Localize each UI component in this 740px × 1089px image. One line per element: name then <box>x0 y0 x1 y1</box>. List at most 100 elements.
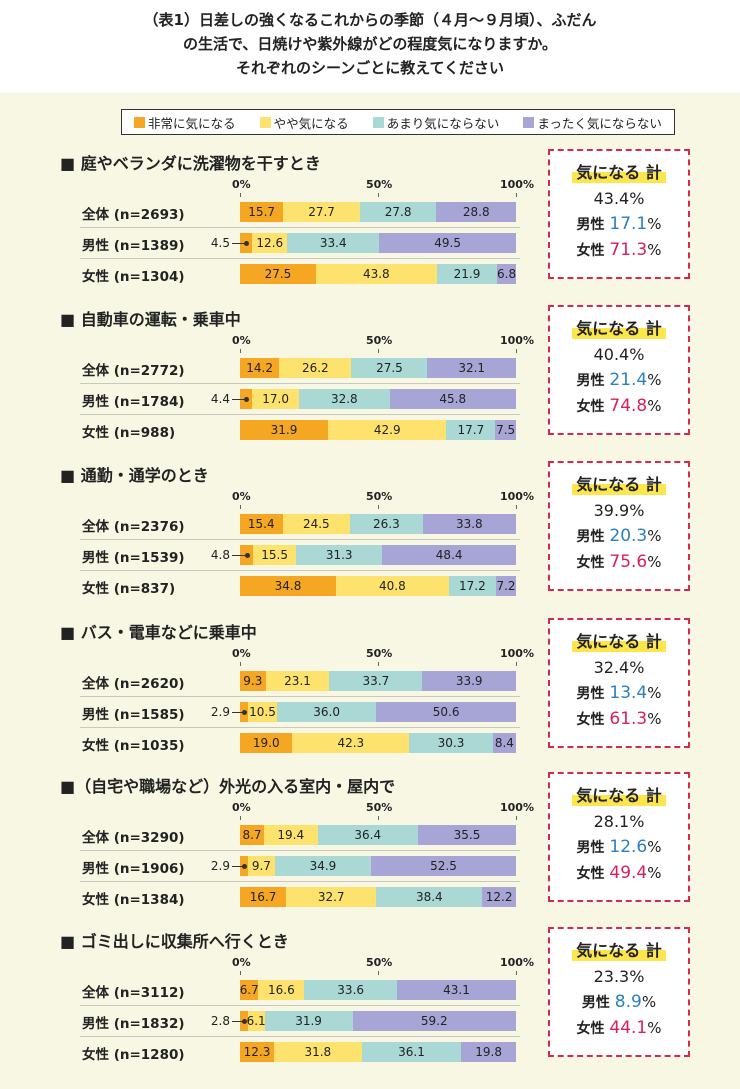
bar-segment: 31.8 <box>273 1042 362 1062</box>
bar-segment: 12.3 <box>240 1042 274 1062</box>
stacked-bar: 15.4 24.5 26.3 33.8 <box>240 514 516 534</box>
title-line-3: それぞれのシーンごとに教えてください <box>235 59 505 77</box>
bar-segment: 34.8 <box>240 576 337 596</box>
summary-male: 男性 21.4% <box>576 370 662 390</box>
stacked-bar: 16.7 32.7 38.4 12.2 <box>240 887 516 907</box>
legend-label: 非常に気になる <box>148 115 236 131</box>
grid-line <box>378 816 379 820</box>
stacked-bar: 9.3 23.1 33.7 33.9 <box>240 671 516 691</box>
bar-segment: 15.5 <box>253 545 296 565</box>
row-label: 女性 (n=837) <box>82 581 176 597</box>
bar-segment: 26.3 <box>350 514 423 534</box>
stacked-bar: 34.8 40.8 17.2 7.2 <box>240 576 516 596</box>
tick-label: 50% <box>366 334 393 347</box>
legend-swatch <box>134 116 146 128</box>
bar-segment: 42.9 <box>328 420 447 440</box>
row-label: 全体 (n=2376) <box>82 519 185 535</box>
summary-female: 女性 75.6% <box>576 552 662 572</box>
bar-segment: 36.0 <box>276 702 377 722</box>
summary-total: 32.4% <box>593 658 645 677</box>
stacked-bar: 19.0 42.3 30.3 8.4 <box>240 733 516 753</box>
bar-segment: 49.5 <box>379 233 516 253</box>
legend-item-somewhat: やや気になる <box>259 113 349 132</box>
bar-segment: 26.2 <box>279 358 352 378</box>
row-label: 女性 (n=1035) <box>82 738 185 754</box>
summary-box: 気になる 計 23.3% 男性 8.9% 女性 44.1% <box>548 927 690 1057</box>
summary-header: 気になる 計 <box>572 628 666 652</box>
summary-total: 39.9% <box>593 501 645 520</box>
grid-line <box>516 193 517 197</box>
bar-segment: 33.7 <box>329 671 423 691</box>
bar-segment: 59.2 <box>352 1011 516 1031</box>
summary-female: 女性 74.8% <box>576 396 662 416</box>
bar-segment: 6.1 <box>247 1011 266 1031</box>
row-divider <box>80 570 520 571</box>
bar-segment: 7.5 <box>495 420 516 440</box>
section-title: ■ バス・電車などに乗車中 <box>60 623 257 642</box>
bar-segment: 21.9 <box>436 264 498 284</box>
bar-segment: 40.8 <box>336 576 449 596</box>
grid-line <box>240 816 241 820</box>
summary-box: 気になる 計 40.4% 男性 21.4% 女性 74.8% <box>548 305 690 435</box>
stacked-bar: 6.7 16.6 33.6 43.1 <box>240 980 516 1000</box>
bar-segment: 33.6 <box>304 980 398 1000</box>
row-divider <box>80 414 520 415</box>
bar-segment: 32.7 <box>286 887 377 907</box>
grid-line <box>516 816 517 820</box>
bar-segment: 8.4 <box>492 733 516 753</box>
tick-label: 100% <box>500 490 534 503</box>
tick-label: 0% <box>232 334 251 347</box>
bar-segment: 33.4 <box>287 233 380 253</box>
value-pointer <box>232 864 247 869</box>
grid-line <box>516 505 517 509</box>
legend-swatch <box>523 116 535 128</box>
legend-item-not-much: あまり気にならない <box>372 113 500 132</box>
legend-label: あまり気にならない <box>386 115 500 131</box>
summary-box: 気になる 計 32.4% 男性 13.4% 女性 61.3% <box>548 618 690 748</box>
grid-line <box>240 505 241 509</box>
stacked-bar: 27.5 43.8 21.9 6.8 <box>240 264 516 284</box>
bar-segment: 43.8 <box>315 264 437 284</box>
bar-segment: 19.4 <box>264 825 318 845</box>
row-label: 女性 (n=1384) <box>82 892 185 908</box>
value-pointer <box>232 397 250 402</box>
stacked-bar: 8.7 19.4 36.4 35.5 <box>240 825 516 845</box>
outside-value-label: 4.5 <box>210 236 230 250</box>
bar-segment: 27.5 <box>351 358 428 378</box>
row-label: 全体 (n=2693) <box>82 207 185 223</box>
grid-line <box>240 193 241 197</box>
row-divider <box>80 1005 520 1006</box>
grid-line <box>516 971 517 975</box>
tick-label: 50% <box>366 801 393 814</box>
grid-line <box>378 349 379 353</box>
stacked-bar: 12.6 33.4 49.5 <box>240 233 516 253</box>
tick-label: 100% <box>500 647 534 660</box>
bar-segment: 28.8 <box>436 202 516 222</box>
summary-male: 男性 17.1% <box>576 214 662 234</box>
bar-segment: 9.3 <box>240 671 266 691</box>
row-label: 全体 (n=3112) <box>82 985 185 1001</box>
summary-header: 気になる 計 <box>572 782 666 806</box>
bar-segment: 24.5 <box>282 514 351 534</box>
row-label: 女性 (n=988) <box>82 425 176 441</box>
summary-header: 気になる 計 <box>572 471 666 495</box>
tick-label: 50% <box>366 490 393 503</box>
row-label: 男性 (n=1906) <box>82 861 185 877</box>
section-title: ■ 庭やベランダに洗濯物を干すとき <box>60 154 321 173</box>
bar-segment: 16.7 <box>240 887 287 907</box>
bar-segment: 6.7 <box>240 980 259 1000</box>
row-label: 男性 (n=1539) <box>82 550 185 566</box>
bar-segment: 38.4 <box>376 887 483 907</box>
grid-line <box>378 193 379 197</box>
tick-label: 0% <box>232 956 251 969</box>
bar-segment: 42.3 <box>292 733 410 753</box>
value-pointer <box>232 1019 247 1024</box>
row-label: 女性 (n=1280) <box>82 1047 185 1063</box>
section-title: ■ ゴミ出しに収集所へ行くとき <box>60 932 289 951</box>
stacked-bar: 17.0 32.8 45.8 <box>240 389 516 409</box>
legend-item-not-at-all: まったく気にならない <box>523 113 662 132</box>
row-divider <box>80 727 520 728</box>
bar-segment: 12.6 <box>252 233 288 253</box>
summary-male: 男性 8.9% <box>581 992 657 1012</box>
row-label: 男性 (n=1389) <box>82 238 185 254</box>
